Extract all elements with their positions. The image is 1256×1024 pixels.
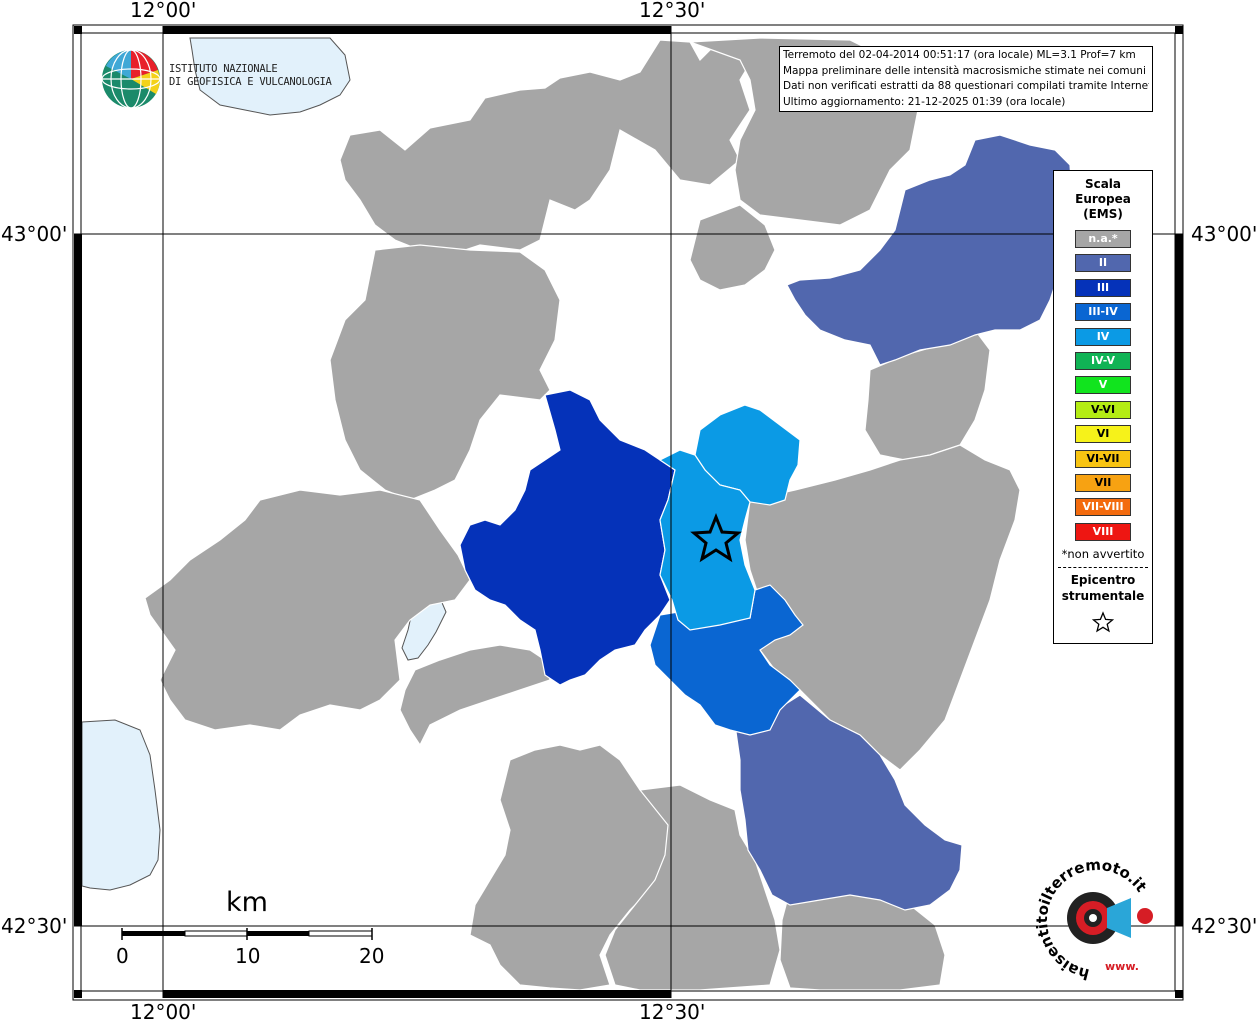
legend-item-vii-viii: VII-VIII bbox=[1075, 498, 1131, 517]
legend-title-line2: Europea bbox=[1075, 192, 1131, 206]
legend-item-iv: IV bbox=[1075, 327, 1131, 346]
scale-label-10: 10 bbox=[235, 944, 261, 968]
legend-epicenter-line2: strumentale bbox=[1061, 589, 1145, 603]
legend-item-v-vi: V-VI bbox=[1075, 400, 1131, 419]
scale-unit-label: km bbox=[226, 887, 268, 918]
lat-label-right-lower: 42°30' bbox=[1191, 914, 1256, 938]
event-info-box: Terremoto del 02-04-2014 00:51:17 (ora l… bbox=[779, 46, 1153, 112]
ingv-name-line1: ISTITUTO NAZIONALE bbox=[169, 63, 278, 75]
legend-item-vii: VII bbox=[1075, 474, 1131, 492]
lon-label-top-left: 12°00' bbox=[130, 0, 197, 22]
lat-label-left-upper: 43°00' bbox=[1, 222, 68, 246]
legend-item-iv-v: IV-V bbox=[1075, 352, 1131, 370]
legend-item-viii: VIII bbox=[1075, 522, 1131, 541]
event-info-line2: Mappa preliminare delle intensità macros… bbox=[783, 64, 1146, 77]
ingv-name: ISTITUTO NAZIONALE DI GEOFISICA E VULCAN… bbox=[169, 63, 332, 89]
municipalities-ems-iv bbox=[658, 404, 801, 631]
lat-label-right-upper: 43°00' bbox=[1191, 222, 1256, 246]
event-info-line1: Terremoto del 02-04-2014 00:51:17 (ora l… bbox=[783, 49, 1136, 61]
ingv-name-line2: DI GEOFISICA E VULCANOLOGIA bbox=[169, 76, 332, 88]
graticule bbox=[74, 26, 1183, 998]
legend-epicenter-line1: Epicentro bbox=[1070, 573, 1136, 587]
lake-trasimeno bbox=[189, 37, 351, 116]
ems-legend: Scala Europea (EMS) n.a.* II III III-IV IV IV… bbox=[1053, 170, 1153, 644]
legend-star-icon bbox=[1092, 611, 1114, 633]
municipalities-na bbox=[144, 37, 1021, 991]
legend-item-vi-vii: VI-VII bbox=[1075, 449, 1131, 468]
ingv-globe-icon bbox=[101, 49, 161, 109]
legend-title-line3: (EMS) bbox=[1083, 207, 1123, 221]
legend-item-v: V bbox=[1075, 376, 1131, 395]
map-frame bbox=[72, 24, 1184, 1001]
legend-item-n-a: n.a.* bbox=[1075, 230, 1131, 248]
legend-note: *non avvertito bbox=[1061, 547, 1145, 561]
lat-label-left-lower: 42°30' bbox=[1, 914, 68, 938]
scale-label-20: 20 bbox=[359, 944, 385, 968]
hsit-logo: haisentitoilterremoto.it www. bbox=[1033, 856, 1160, 987]
lake-bolsena bbox=[81, 719, 161, 891]
event-info-line4: Ultimo aggiornamento: 21-12-2025 01:39 (… bbox=[783, 95, 1066, 108]
legend-title: Scala Europea (EMS) bbox=[1054, 177, 1152, 222]
scale-bar bbox=[121, 928, 373, 940]
epicenter-star-icon bbox=[690, 512, 742, 563]
legend-item-ii: II bbox=[1075, 254, 1131, 273]
lon-label-top-right: 12°30' bbox=[639, 0, 706, 22]
legend-item-iii: III bbox=[1075, 278, 1131, 297]
legend-item-iii-iv: III-IV bbox=[1075, 303, 1131, 322]
lon-label-bottom-left: 12°00' bbox=[130, 1000, 197, 1024]
legend-item-vi: VI bbox=[1075, 425, 1131, 444]
legend-epicenter-label: Epicentro strumentale bbox=[1054, 572, 1152, 604]
lon-label-bottom-right: 12°30' bbox=[639, 1000, 706, 1024]
scale-label-0: 0 bbox=[116, 944, 129, 968]
event-info-line3: Dati non verificati estratti da 88 quest… bbox=[783, 80, 1149, 92]
legend-title-line1: Scala bbox=[1084, 177, 1122, 191]
legend-divider bbox=[1058, 567, 1148, 568]
ingv-logo bbox=[100, 48, 340, 110]
hsit-logo-www: www. bbox=[1105, 960, 1139, 973]
